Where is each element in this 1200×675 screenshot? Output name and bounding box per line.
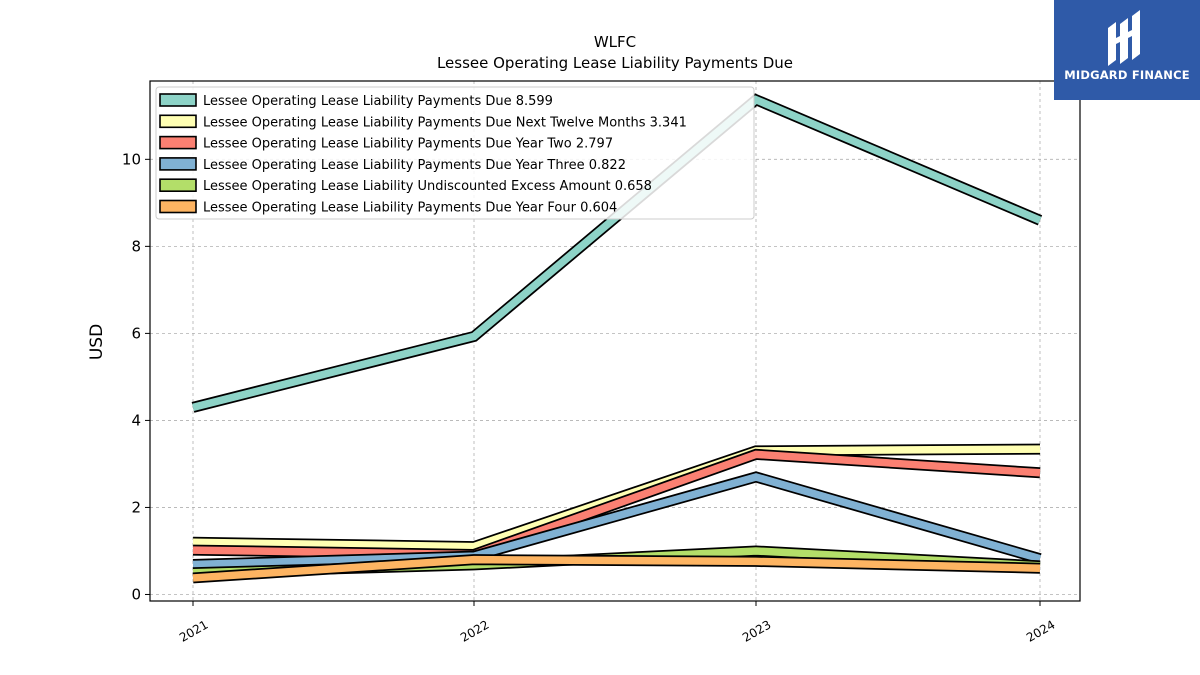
midgard-logo-icon: [1108, 10, 1140, 66]
plot-frame: [149, 80, 1081, 602]
legend-swatch-3: [159, 157, 197, 171]
logo-text: MIDGARD FINANCE: [1064, 68, 1190, 82]
x-tick-label: 2021: [177, 617, 210, 644]
legend-label-1: Lessee Operating Lease Liability Payment…: [203, 115, 687, 130]
legend-swatch-2: [159, 135, 197, 150]
y-tick-label: 8: [131, 237, 141, 255]
y-tick-label: 10: [122, 150, 141, 168]
legend-swatch-4: [159, 178, 197, 192]
series-line-3: [192, 473, 1042, 569]
x-tick-label: 2023: [740, 617, 773, 644]
legend: Lessee Operating Lease Liability Payment…: [155, 86, 755, 220]
y-tick-label: 2: [131, 498, 141, 516]
legend-swatch-5: [159, 199, 197, 214]
legend-label-5: Lessee Operating Lease Liability Payment…: [203, 201, 617, 216]
midgard-finance-logo: MIDGARD FINANCE: [1054, 0, 1200, 100]
legend-swatch-1: [159, 114, 197, 129]
legend-label-2: Lessee Operating Lease Liability Payment…: [203, 137, 613, 152]
x-axis: 2021 2022 2023 2024: [177, 601, 1058, 645]
x-tick-label: 2024: [1024, 617, 1057, 644]
series-layer: [191, 93, 1043, 584]
legend-label-3: Lessee Operating Lease Liability Payment…: [203, 158, 626, 173]
y-tick-label: 4: [131, 411, 141, 429]
series-line-2: [192, 450, 1041, 559]
x-tick-label: 2022: [458, 617, 491, 644]
y-axis-label: USD: [87, 324, 107, 360]
chart-title: WLFC: [594, 33, 636, 51]
legend-swatch-0: [159, 93, 197, 107]
y-axis: 0 2 4 6 8 10: [122, 150, 150, 603]
y-tick-label: 6: [131, 324, 141, 342]
legend-box: [155, 86, 755, 220]
chart-subtitle: Lessee Operating Lease Liability Payment…: [437, 54, 793, 72]
series-line-5: [192, 555, 1041, 582]
y-tick-label: 0: [131, 585, 141, 603]
legend-label-0: Lessee Operating Lease Liability Payment…: [203, 94, 553, 109]
legend-label-4: Lessee Operating Lease Liability Undisco…: [203, 179, 652, 194]
